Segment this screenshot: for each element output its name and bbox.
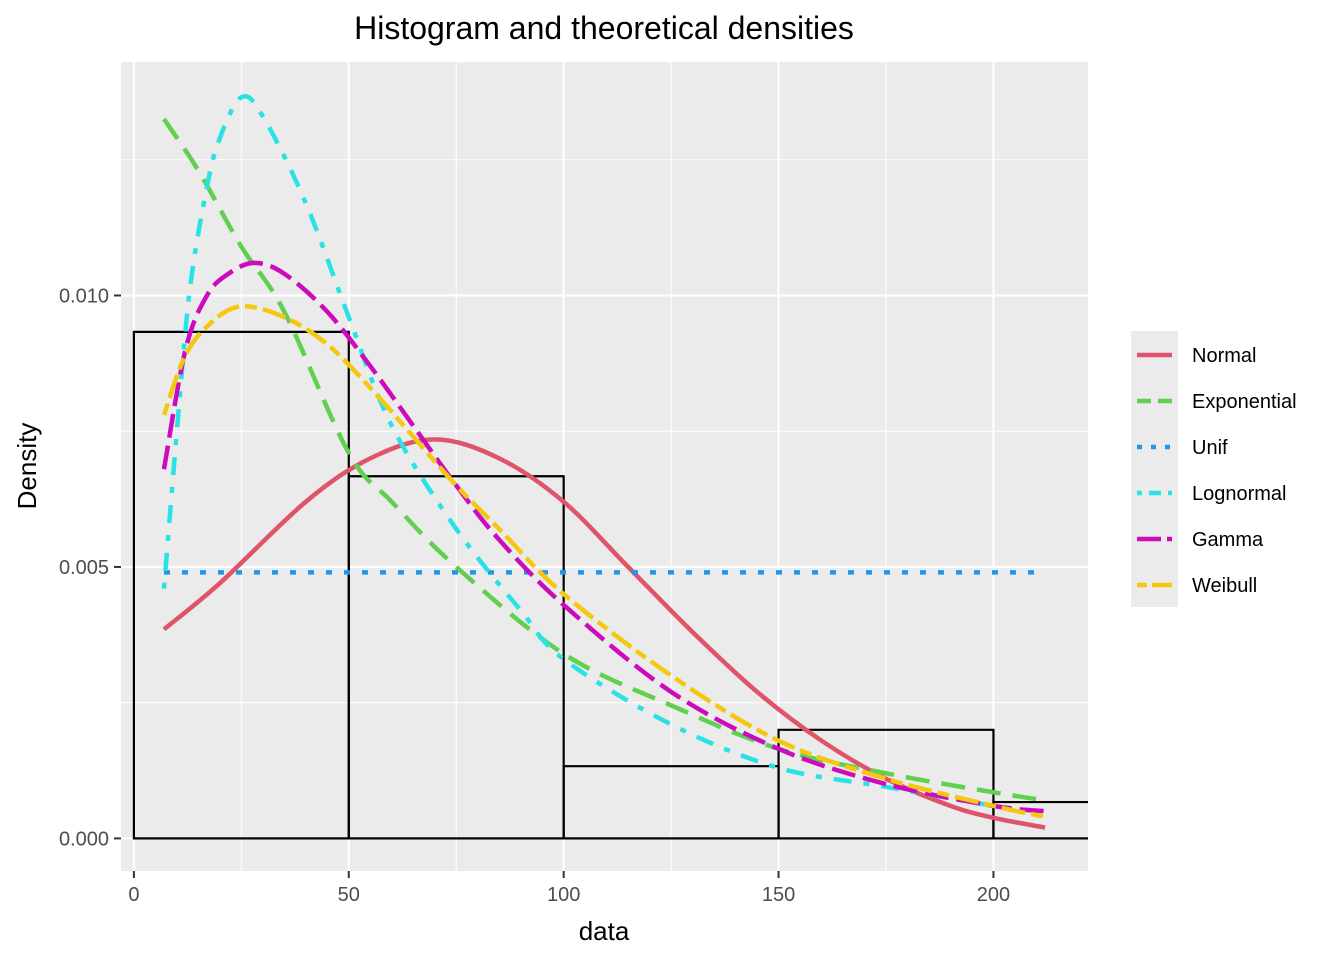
x-tick-label: 200 — [977, 884, 1010, 906]
legend-label-gamma: Gamma — [1192, 529, 1264, 551]
curve-gamma — [161, 260, 1046, 814]
curve-exponential — [162, 117, 1046, 803]
y-axis-ticks: 0.000 0.005 0.010 — [59, 285, 121, 850]
legend-label-lognormal: Lognormal — [1192, 483, 1287, 505]
x-tick-label: 100 — [547, 884, 580, 906]
legend-background — [1131, 331, 1178, 607]
curve-lognormal — [161, 94, 1046, 814]
x-tick-label: 150 — [762, 884, 795, 906]
y-tick-label: 0.005 — [59, 557, 109, 579]
legend-label-normal: Normal — [1192, 345, 1256, 367]
x-axis-ticks: 0 50 100 150 200 — [128, 871, 1010, 906]
y-axis-title: Density — [12, 423, 42, 510]
legend-label-exponential: Exponential — [1192, 391, 1297, 413]
density-curves — [161, 94, 1046, 830]
x-tick-label: 50 — [338, 884, 360, 906]
y-tick-label: 0.010 — [59, 285, 109, 307]
x-tick-label: 0 — [128, 884, 139, 906]
chart-title: Histogram and theoretical densities — [354, 10, 854, 46]
plot-panel — [121, 62, 1088, 871]
histogram-bars — [132, 330, 1088, 840]
grid-minor — [121, 62, 1088, 871]
curve-weibull — [161, 304, 1046, 819]
x-axis-title: data — [579, 916, 630, 946]
legend-label-unif: Unif — [1192, 437, 1228, 459]
legend: Normal Exponential Unif Lognormal Gamma Weibu… — [1131, 331, 1297, 607]
legend-label-weibull: Weibull — [1192, 575, 1257, 597]
y-tick-label: 0.000 — [59, 828, 109, 850]
